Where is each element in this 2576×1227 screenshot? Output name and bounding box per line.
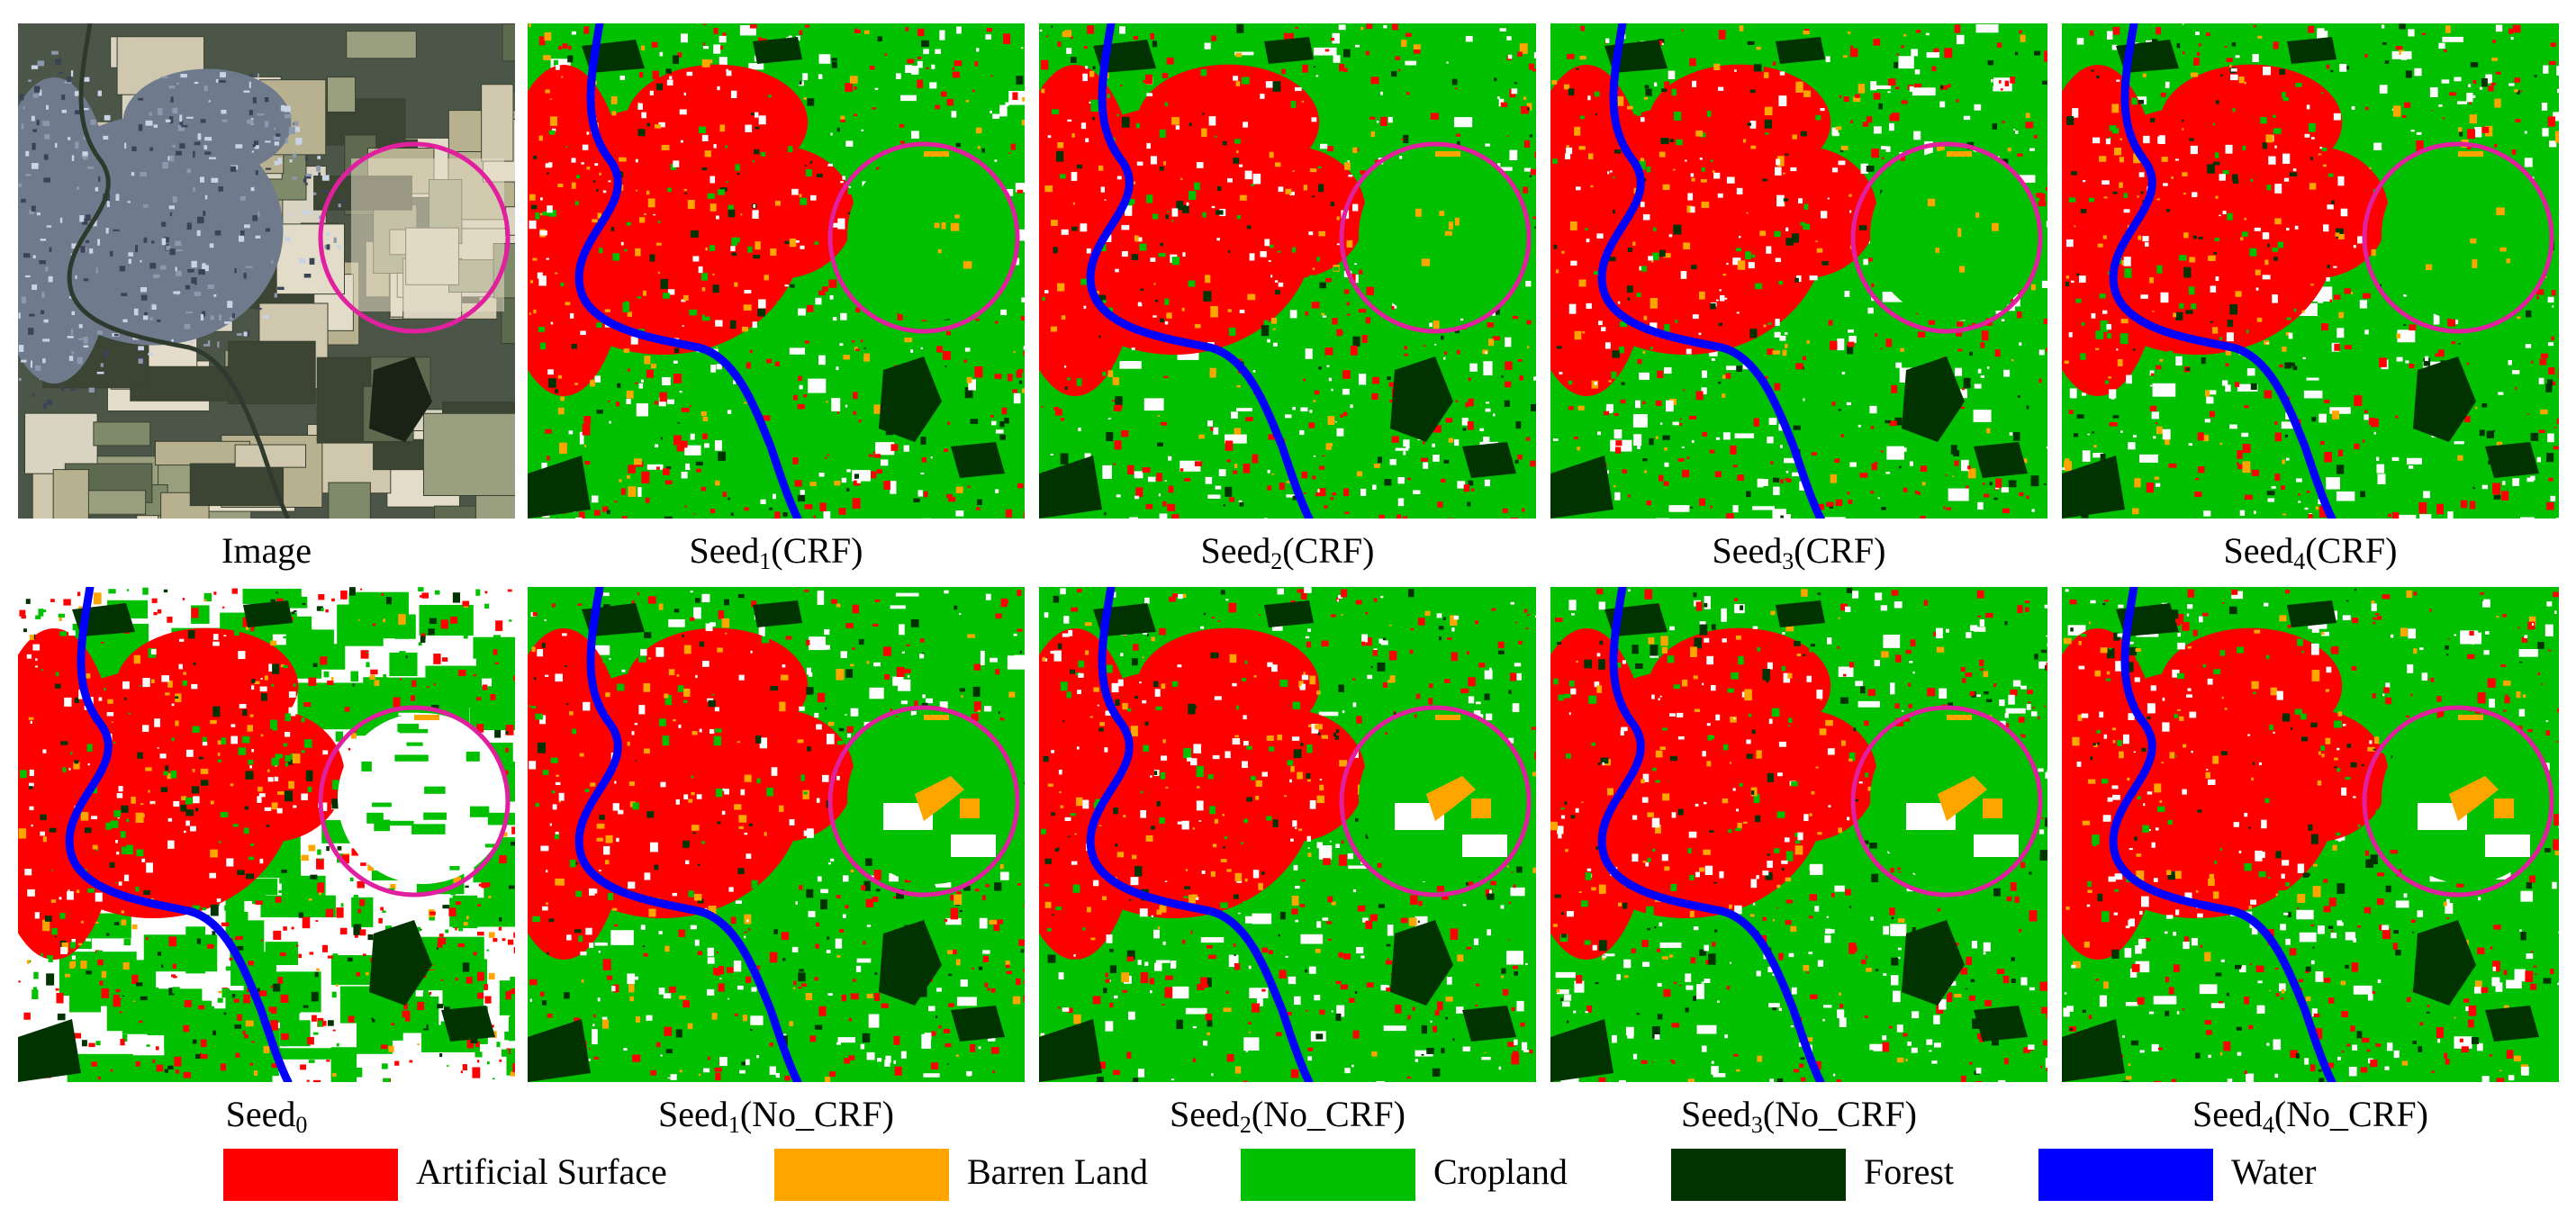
caption-base: Seed [689,530,760,571]
caption-suffix: (CRF) [1794,530,1886,571]
caption-subscript: 2 [1239,1112,1252,1138]
caption-base: Seed [2223,530,2294,571]
highlight-circle [827,141,1020,334]
caption-base: Seed [658,1094,728,1134]
caption-subscript: 4 [2262,1112,2274,1138]
caption-suffix: (CRF) [2305,530,2398,571]
caption-seed0: Seed0 [18,1093,515,1138]
caption-seed4-crf: Seed4(CRF) [2062,529,2559,573]
panel-seed4-crf [2062,23,2559,519]
legend-label: Cropland [1433,1151,1568,1192]
panel-seed2-nocrf-map [1039,587,1536,1082]
caption-suffix: (CRF) [1282,530,1375,571]
caption-base: Seed [1712,530,1783,571]
caption-base: Seed [2192,1094,2263,1134]
panel-seed3-nocrf [1550,587,2047,1082]
panel-seed1-nocrf-map [528,587,1025,1082]
legend-swatch-cropland [1241,1149,1415,1201]
legend-label: Forest [1864,1151,1954,1192]
highlight-circle [1850,705,2043,898]
panel-seed3-crf-map [1550,23,2047,519]
caption-seed2-crf: Seed2(CRF) [1039,529,1536,573]
legend-swatch-water [2038,1149,2213,1201]
highlight-circle [2362,705,2554,898]
highlight-circle [1850,141,2043,334]
legend-swatch-artificial-surface [223,1149,398,1201]
caption-seed3-crf: Seed3(CRF) [1550,529,2047,573]
caption-subscript: 3 [1750,1112,1763,1138]
caption-suffix: (No_CRF) [1251,1094,1406,1134]
legend-swatch-forest [1671,1149,1846,1201]
caption-seed3-nocrf: Seed3(No_CRF) [1550,1093,2047,1138]
panel-seed1-crf-map [528,23,1025,519]
caption-subscript: 0 [295,1112,308,1138]
legend-label: Barren Land [967,1151,1149,1192]
panel-image-map [18,23,515,519]
caption-seed4-nocrf: Seed4(No_CRF) [2062,1093,2559,1138]
legend-label: Artificial Surface [416,1151,667,1192]
caption-subscript: 1 [728,1112,740,1138]
panel-seed3-crf [1550,23,2047,519]
caption-subscript: 3 [1782,548,1794,574]
panel-seed2-nocrf [1039,587,1536,1082]
panel-seed4-nocrf-map [2062,587,2559,1082]
caption-base: Seed [1200,530,1271,571]
caption-base: Image [221,530,312,571]
panel-seed2-crf [1039,23,1536,519]
panel-seed1-nocrf [528,587,1025,1082]
caption-subscript: 4 [2293,548,2306,574]
panel-seed4-crf-map [2062,23,2559,519]
panel-seed0-map [18,587,515,1082]
legend-swatch-barren-land [774,1149,949,1201]
caption-suffix: (No_CRF) [2273,1094,2428,1134]
panel-image [18,23,515,519]
caption-seed1-nocrf: Seed1(No_CRF) [528,1093,1025,1138]
caption-base: Seed [1681,1094,1751,1134]
panel-seed3-nocrf-map [1550,587,2047,1082]
panel-seed4-nocrf [2062,587,2559,1082]
legend: Artificial Surface Barren Land Cropland For… [0,1141,2576,1204]
caption-subscript: 2 [1270,548,1283,574]
panel-seed1-crf [528,23,1025,519]
caption-seed1-crf: Seed1(CRF) [528,529,1025,573]
caption-suffix: (CRF) [771,530,863,571]
highlight-circle [1339,141,1532,334]
highlight-circle [318,141,511,334]
highlight-circle [1339,705,1532,898]
highlight-circle [827,705,1020,898]
caption-seed2-nocrf: Seed2(No_CRF) [1039,1093,1536,1138]
panel-seed2-crf-map [1039,23,1536,519]
panel-seed0 [18,587,515,1082]
caption-base: Seed [225,1094,296,1134]
caption-suffix: (No_CRF) [739,1094,894,1134]
highlight-circle [2362,141,2554,334]
legend-label: Water [2231,1151,2317,1192]
highlight-circle [318,705,511,898]
caption-base: Seed [1170,1094,1240,1134]
caption-image: Image [18,529,515,573]
caption-subscript: 1 [759,548,772,574]
caption-suffix: (No_CRF) [1762,1094,1917,1134]
